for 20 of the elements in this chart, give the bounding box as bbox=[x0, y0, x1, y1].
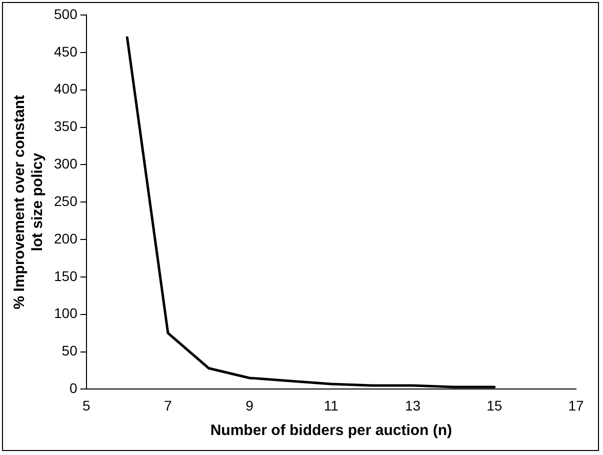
y-axis-title: % Improvement over constant lot size policy bbox=[11, 94, 46, 310]
y-tick-label: 100 bbox=[54, 305, 78, 322]
x-axis-title: Number of bidders per auction (n) bbox=[210, 422, 452, 440]
x-tick-label: 17 bbox=[568, 397, 584, 414]
y-tick-label: 150 bbox=[54, 268, 78, 284]
y-tick-label: 50 bbox=[62, 342, 78, 359]
y-tick-label: 250 bbox=[54, 192, 78, 209]
y-tick-label: 0 bbox=[70, 380, 78, 396]
x-tick-label: 9 bbox=[246, 397, 254, 414]
y-tick-label: 450 bbox=[54, 43, 78, 60]
x-tick-label: 13 bbox=[404, 397, 421, 414]
x-tick-label: 5 bbox=[82, 397, 90, 414]
y-tick-label: 300 bbox=[54, 156, 78, 172]
x-tick-label: 15 bbox=[486, 397, 502, 414]
x-tick-label: 7 bbox=[164, 397, 172, 414]
y-tick-label: 500 bbox=[54, 6, 78, 22]
y-tick-label: 350 bbox=[54, 118, 78, 134]
x-tick-label: 11 bbox=[324, 397, 339, 414]
y-tick-label: 200 bbox=[54, 230, 78, 246]
y-tick-label: 400 bbox=[54, 80, 78, 97]
